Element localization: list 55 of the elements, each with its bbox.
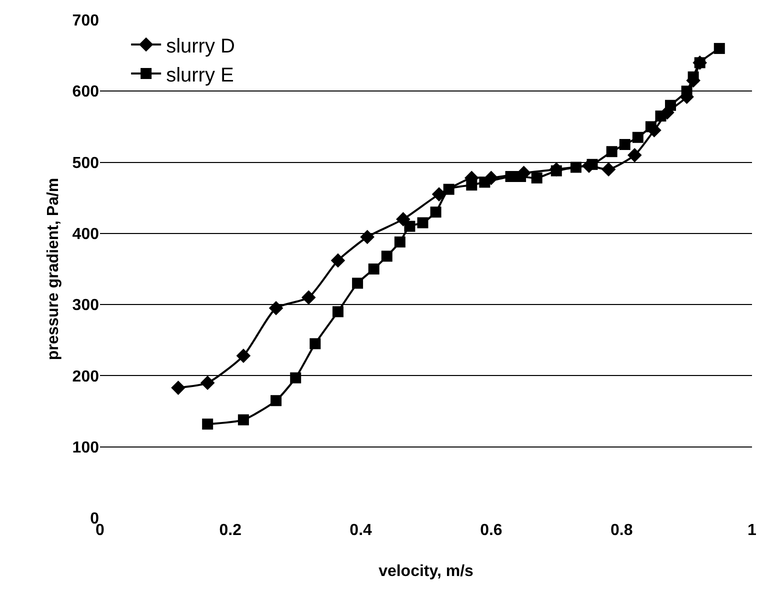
point <box>632 132 644 143</box>
point <box>601 162 616 177</box>
point <box>360 230 374 244</box>
point <box>466 180 478 191</box>
point <box>171 380 186 395</box>
legend-label: slurry E <box>166 64 234 86</box>
point <box>301 290 316 305</box>
point <box>404 220 416 232</box>
point <box>381 250 392 262</box>
point <box>586 158 598 170</box>
point <box>236 348 251 363</box>
y-tick-label: 300 <box>72 297 100 314</box>
point <box>394 236 406 248</box>
x-tick-label: 0.4 <box>350 522 372 539</box>
y-tick-label: 700 <box>72 12 100 30</box>
point <box>352 278 364 289</box>
point <box>202 418 214 430</box>
point <box>655 110 666 122</box>
point <box>665 100 676 111</box>
point <box>688 71 699 82</box>
y-tick-label: 100 <box>72 439 100 456</box>
point <box>268 300 284 316</box>
point <box>330 253 346 268</box>
point <box>417 217 428 228</box>
y-tick-label: 500 <box>72 154 100 172</box>
x-tick-label: 0.8 <box>610 522 633 539</box>
x-tick-label: 0.6 <box>480 522 502 539</box>
legend-label: slurry D <box>166 35 235 58</box>
point <box>550 165 562 176</box>
point <box>714 42 725 54</box>
point <box>570 162 582 173</box>
point <box>430 206 442 218</box>
point <box>200 376 215 390</box>
y-axis-title: pressure gradient, Pa/m <box>45 178 62 360</box>
point <box>290 372 302 384</box>
x-tick-label: 0.2 <box>219 522 242 539</box>
point <box>310 338 321 350</box>
point <box>332 306 344 318</box>
point <box>479 176 490 188</box>
point <box>645 121 656 132</box>
point <box>270 395 282 406</box>
point <box>681 86 692 97</box>
x-axis-title: velocity, m/s <box>378 563 474 580</box>
point <box>238 414 249 426</box>
y-tick-label: 200 <box>72 368 100 386</box>
point <box>619 139 630 150</box>
point <box>606 146 618 158</box>
y-tick-label: 400 <box>72 226 100 244</box>
point <box>368 264 380 274</box>
point <box>515 171 526 182</box>
point <box>443 184 454 195</box>
y-tick-label: 600 <box>72 84 100 101</box>
x-tick-label: 1 <box>748 522 757 539</box>
point <box>627 148 642 162</box>
point <box>531 172 542 184</box>
